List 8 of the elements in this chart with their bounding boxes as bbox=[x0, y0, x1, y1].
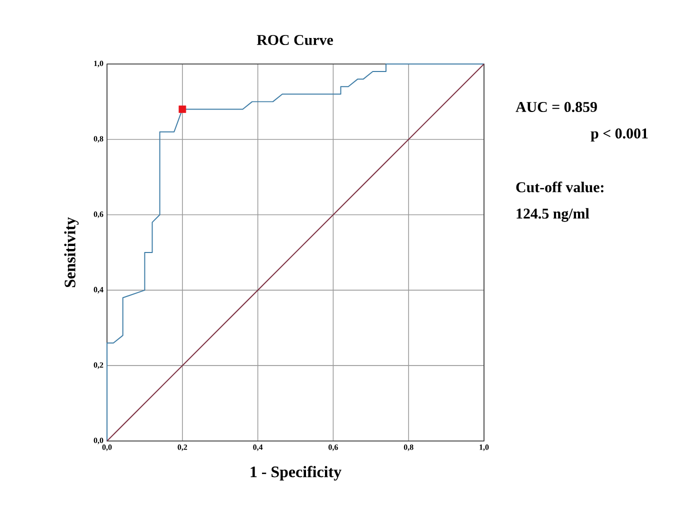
y-axis-title: Sensitivity bbox=[64, 217, 79, 288]
chart-title: ROC Curve bbox=[256, 34, 333, 46]
text: Cut-off value: bbox=[516, 182, 604, 192]
text: AUC = 0.859 bbox=[516, 102, 597, 112]
text: 124.5 ng/ml bbox=[516, 208, 590, 222]
line-series bbox=[106, 63, 485, 442]
x-axis-title: 1 - Specificity bbox=[250, 466, 342, 481]
text: p < 0.001 bbox=[590, 128, 648, 142]
